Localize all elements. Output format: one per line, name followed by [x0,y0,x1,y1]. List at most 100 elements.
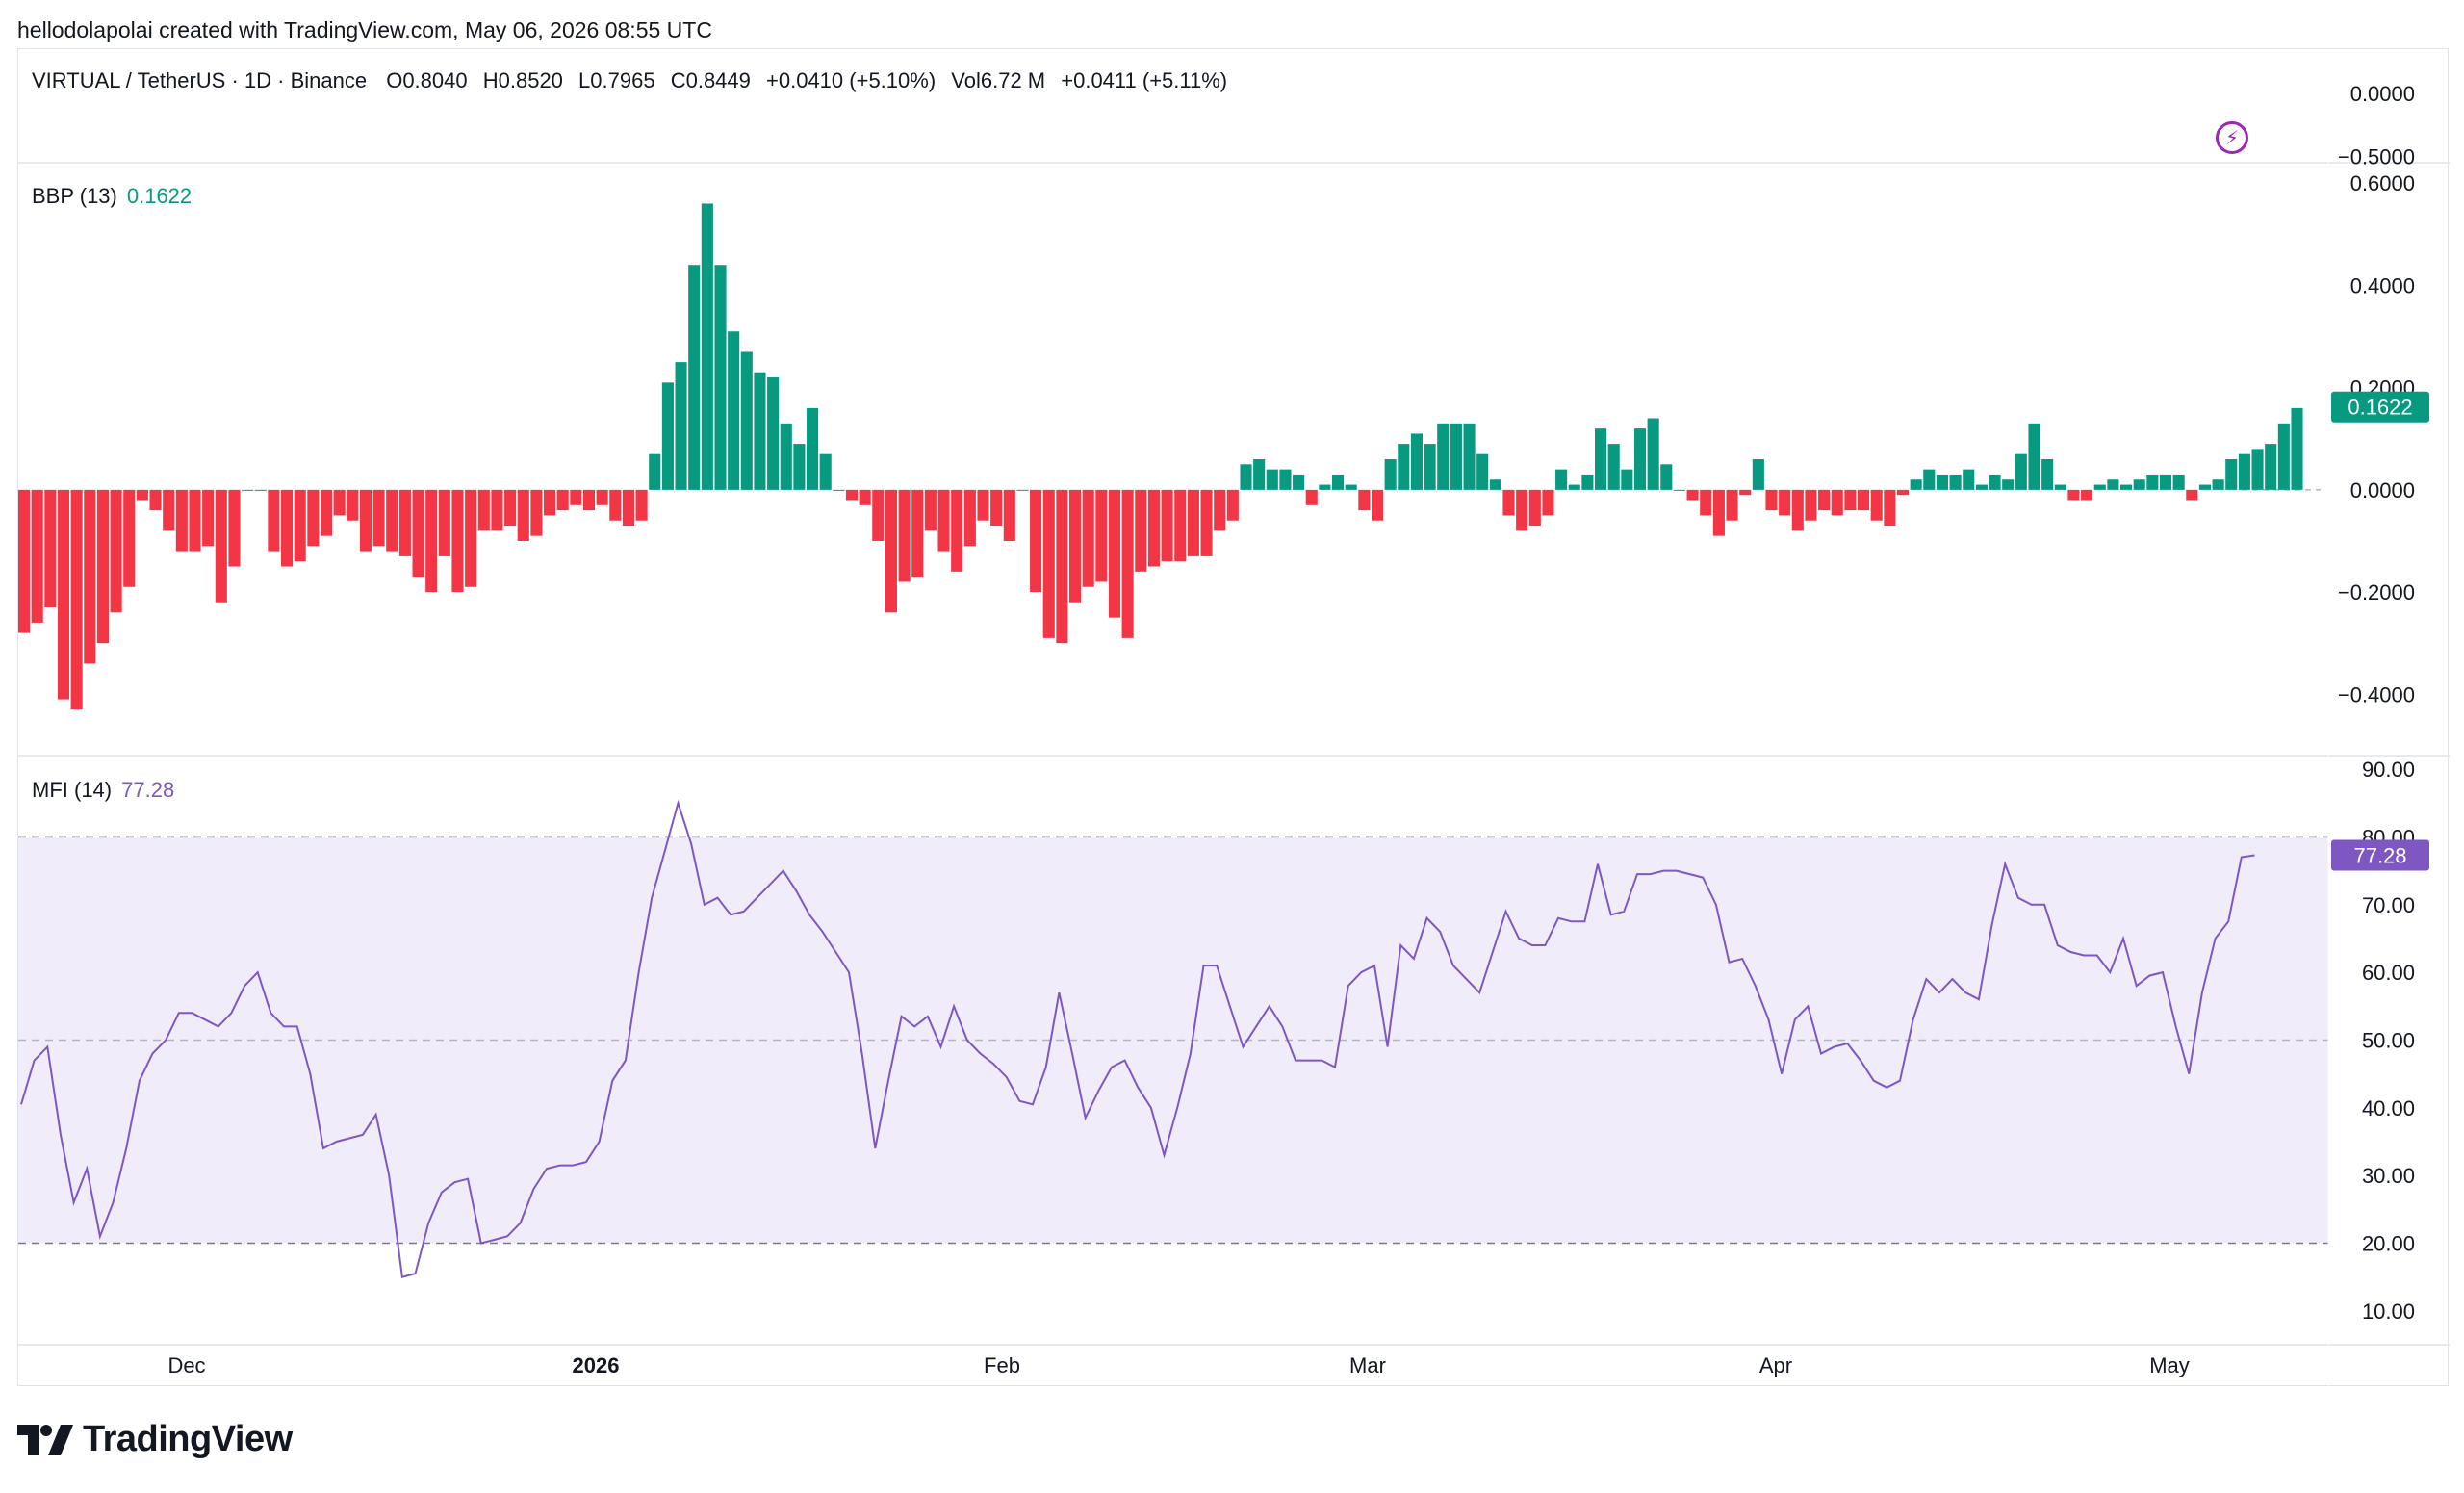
bbp-bar[interactable] [2146,474,2159,490]
bbp-bar[interactable] [2265,444,2277,490]
bbp-bar[interactable] [1108,489,1121,618]
mfi-line[interactable] [20,799,2255,1278]
bbp-bar[interactable] [412,489,424,578]
mfi-legend[interactable]: MFI (14) 77.28 [32,778,174,803]
bbp-bar[interactable] [2159,474,2172,490]
bbp-bar[interactable] [2172,474,2185,490]
bbp-bar[interactable] [1555,469,1568,490]
bbp-bar[interactable] [1226,489,1239,521]
bbp-bar[interactable] [872,489,885,541]
bbp-bar[interactable] [281,489,294,567]
bbp-bar[interactable] [1621,469,1633,490]
bbp-legend[interactable]: BBP (13) 0.1622 [32,184,192,209]
bbp-bar[interactable] [1489,479,1502,490]
bbp-bar[interactable] [1279,469,1292,490]
bbp-bar[interactable] [1319,484,1331,490]
bbp-bar[interactable] [2093,484,2106,490]
bbp-bar[interactable] [1056,489,1068,644]
bbp-bar[interactable] [845,489,859,501]
bbp-bar[interactable] [1463,423,1476,490]
bbp-bar[interactable] [386,489,398,552]
bbp-bar[interactable] [1135,489,1147,572]
bbp-bar[interactable] [1700,489,1712,516]
bbp-bar[interactable] [1528,489,1541,527]
bbp-bar[interactable] [70,489,83,710]
bbp-bar[interactable] [1542,489,1554,516]
bbp-bar[interactable] [57,489,70,700]
bbp-bar[interactable] [504,489,517,527]
bbp-bar[interactable] [1187,489,1199,556]
bbp-bar[interactable] [990,489,1003,527]
bbp-bar[interactable] [1712,489,1725,536]
bbp-bar[interactable] [465,489,477,587]
bbp-bar[interactable] [2041,459,2054,490]
bbp-bar[interactable] [1424,444,1436,490]
bbp-bar[interactable] [451,489,464,593]
bbp-bar[interactable] [780,423,792,490]
bbp-bar[interactable] [1818,489,1831,511]
bbp-bar[interactable] [1949,474,1962,490]
bbp-bar[interactable] [110,489,122,613]
bbp-bar[interactable] [84,489,96,664]
bbp-bar[interactable] [1896,489,1910,496]
bbp-bar[interactable] [596,489,608,505]
bbp-bar[interactable] [1345,484,1357,490]
bbp-bar[interactable] [1161,489,1173,562]
bbp-bar[interactable] [425,489,438,593]
bbp-bar[interactable] [556,489,569,511]
bbp-bar[interactable] [701,203,713,490]
bbp-bar[interactable] [1371,489,1384,521]
bbp-bar[interactable] [1358,489,1371,511]
bbp-bar[interactable] [1266,469,1278,490]
bbp-bar[interactable] [937,489,950,552]
bbp-bar[interactable] [1293,474,1305,490]
tradingview-logo[interactable]: TradingView [17,1419,293,1460]
bbp-bar[interactable] [2120,484,2133,490]
bbp-bar[interactable] [1779,489,1791,516]
bbp-bar[interactable] [1791,489,1804,531]
bbp-bar[interactable] [1595,428,1607,490]
bbp-bar[interactable] [767,377,780,490]
bbp-bar[interactable] [1082,489,1094,587]
bbp-bar[interactable] [1752,459,1764,490]
bbp-bar[interactable] [1884,489,1896,527]
bbp-bar[interactable] [1398,444,1410,490]
bbp-bar[interactable] [885,489,897,613]
bbp-bar[interactable] [1673,489,1685,491]
bbp-bar[interactable] [228,489,241,567]
bbp-bar[interactable] [2251,449,2264,490]
bbp-bar[interactable] [1844,489,1857,511]
bbp-bar[interactable] [1200,489,1213,556]
bbp-bar[interactable] [1581,474,1594,490]
bbp-bar[interactable] [1069,489,1082,603]
lightning-icon[interactable]: ⚡ [2216,121,2248,154]
bbp-bar[interactable] [2054,484,2066,490]
bbp-bar[interactable] [1253,459,1266,490]
bbp-bar[interactable] [2002,479,2015,490]
bbp-bar[interactable] [635,489,648,521]
bbp-bar[interactable] [2133,479,2145,490]
bbp-bar[interactable] [1476,453,1489,490]
bbp-bar[interactable] [189,489,201,552]
bbp-bar[interactable] [582,489,596,511]
bbp-bar[interactable] [215,489,227,603]
bbp-bar[interactable] [372,489,385,547]
bbp-bar[interactable] [963,489,976,547]
bbp-bar[interactable] [31,489,43,623]
bbp-bar[interactable] [688,265,701,490]
bbp-bar[interactable] [807,407,819,490]
bbp-bar[interactable] [1568,484,1580,490]
bbp-bar[interactable] [1437,423,1450,490]
bbp-bar[interactable] [859,489,871,505]
bbp-bar[interactable] [544,489,556,516]
bbp-bar[interactable] [359,489,372,552]
bbp-bar[interactable] [1831,489,1843,516]
bbp-bar[interactable] [1633,428,1647,490]
bbp-bar[interactable] [675,362,687,490]
bbp-bar[interactable] [1147,489,1160,567]
bbp-bar[interactable] [2107,479,2119,490]
bbp-bar[interactable] [1240,464,1252,490]
bbp-bar[interactable] [1502,489,1515,516]
bbp-bar[interactable] [2028,423,2040,490]
bbp-bar[interactable] [123,489,136,587]
